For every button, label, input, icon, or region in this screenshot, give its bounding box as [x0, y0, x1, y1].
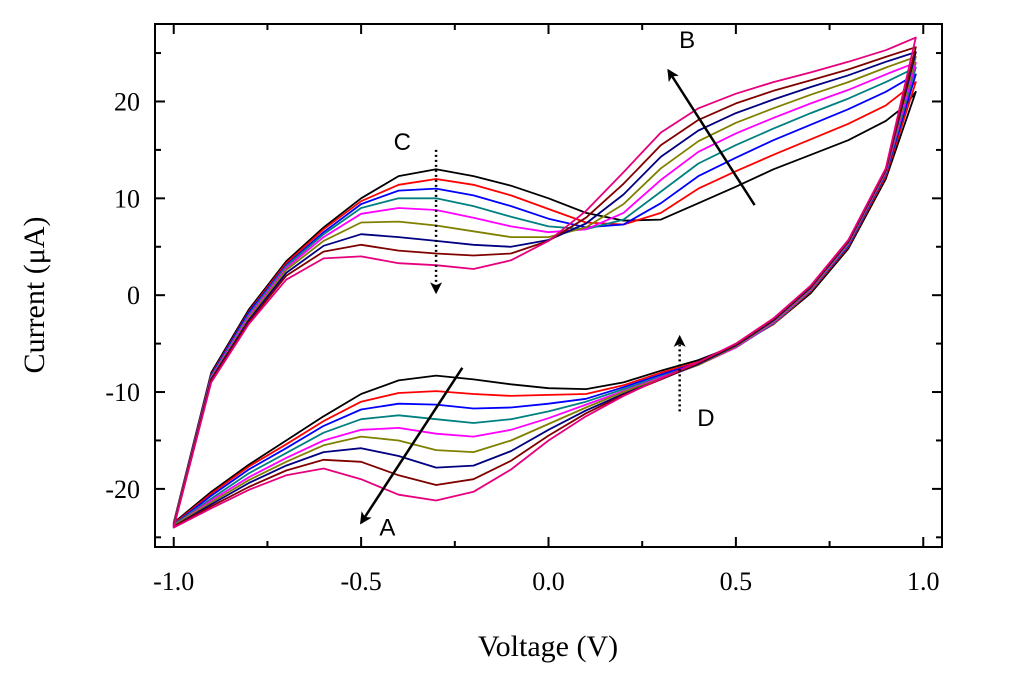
cv-series-3 — [172, 73, 917, 526]
y-tick-label: 20 — [114, 87, 140, 116]
y-tick-label: -10 — [105, 378, 140, 407]
annotation-label-a: A — [379, 514, 395, 541]
cv-series-8 — [172, 46, 917, 528]
cv-series-6 — [172, 56, 917, 527]
x-tick-label: 1.0 — [907, 567, 940, 596]
cv-series-9 — [172, 36, 917, 529]
y-tick-label: 10 — [114, 184, 140, 213]
series-layer — [172, 36, 917, 529]
x-tick-label: -0.5 — [341, 567, 382, 596]
annotation-arrow-b — [667, 68, 756, 206]
x-tick-label: 0.0 — [532, 567, 565, 596]
x-tick-label: 0.5 — [720, 567, 753, 596]
tick-layer: -1.0 -0.5 0.0 0.5 1.0 -20 -10 0 10 20 — [105, 24, 942, 596]
y-tick-label: 0 — [127, 281, 140, 310]
annotation-label-c: C — [394, 129, 411, 156]
annotation-label-d: D — [697, 405, 714, 432]
x-tick-label: -1.0 — [153, 567, 194, 596]
cv-series-7 — [172, 51, 917, 528]
y-axis-title: Current (μA) — [18, 217, 51, 374]
cv-series-4 — [172, 66, 917, 526]
cv-series-5 — [172, 61, 917, 527]
annotation-label-b: B — [679, 27, 695, 54]
cv-series-2 — [172, 81, 917, 525]
annotation-layer: A B C D — [360, 27, 756, 541]
x-axis-title: Voltage (V) — [478, 630, 618, 663]
y-tick-label: -20 — [105, 475, 140, 504]
annotation-arrow-a — [360, 367, 464, 525]
